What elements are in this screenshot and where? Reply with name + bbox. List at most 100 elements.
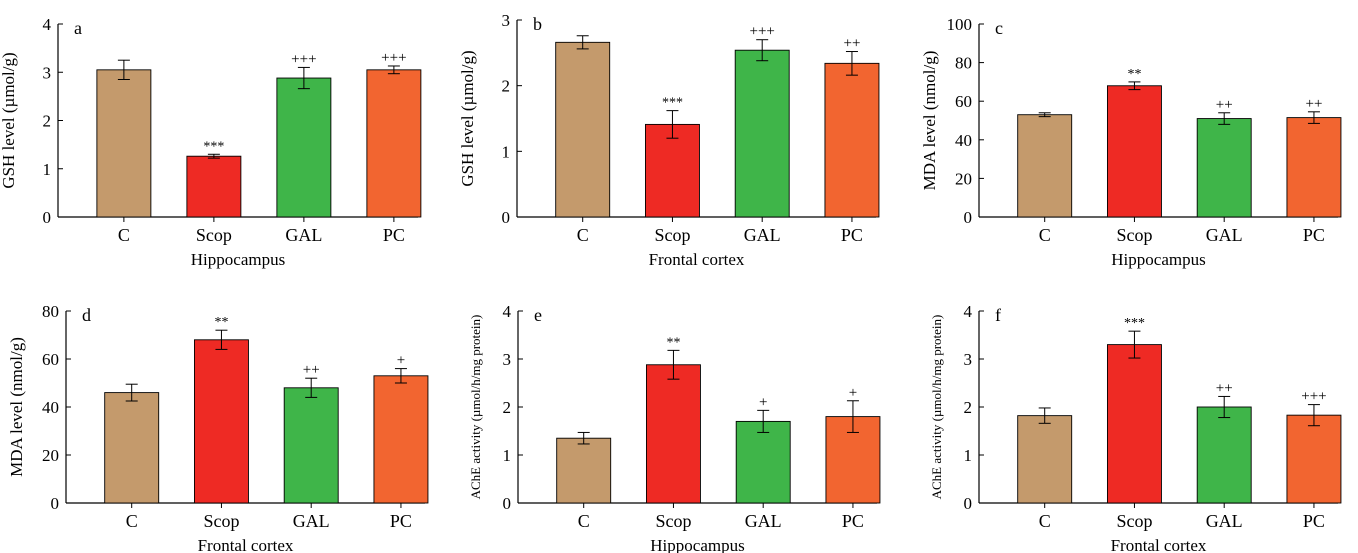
panel-letter: e [534,305,542,325]
x-axis-label: Frontal cortex [649,250,745,269]
x-tick-label: PC [383,225,405,245]
bar-c [556,437,612,504]
y-axis-label: GSH level (µmol/g) [458,50,477,186]
panel-letter: c [995,18,1003,38]
y-tick-label: 60 [42,350,59,369]
significance-label: *** [1124,316,1145,331]
panel-letter: b [533,14,542,34]
x-axis-label: Frontal cortex [1111,536,1207,553]
panel-letter: f [995,305,1001,325]
y-axis-label: AChE activity (µmol/h/mg protein) [468,315,483,500]
x-tick-label: C [1039,225,1051,245]
y-tick-label: 60 [955,92,972,111]
y-tick-label: 4 [503,302,512,321]
bar-gal [283,387,339,504]
panel-e: e 0 1 2 3 4 AChE activity (µmol/h/mg protein) C… [468,302,881,553]
y-tick-label: 20 [42,446,59,465]
bar-gal [276,77,332,218]
x-axis-label: Frontal cortex [198,536,294,553]
significance-label: *** [662,96,683,111]
x-tick-label: GAL [293,511,330,531]
bar-scop [1106,344,1162,504]
y-tick-label: 4 [964,302,973,321]
panel-f: f 0 1 2 3 4 AChE activity (µmol/h/mg protein) C… [929,302,1342,553]
significance-label: *** [203,139,224,154]
x-tick-label: C [126,511,138,531]
y-tick-label: 0 [503,494,512,513]
x-tick-label: C [578,511,590,531]
significance-label: +++ [291,51,316,67]
significance-label: ** [1127,67,1141,82]
y-tick-label: 3 [43,63,52,82]
x-tick-label: PC [1303,225,1325,245]
significance-label: + [759,394,767,410]
bar-pc [1286,414,1342,504]
panel-b: b 0 1 2 3 GSH level (µmol/g) C Scop *** GAL +++ PC +… [458,11,880,269]
significance-label: +++ [1301,389,1326,405]
y-tick-label: 40 [955,131,972,150]
x-axis-label: Hippocampus [1111,250,1205,269]
panel-letter: d [82,305,91,325]
y-tick-label: 2 [964,398,973,417]
x-tick-label: PC [1303,511,1325,531]
x-tick-label: GAL [285,225,322,245]
x-tick-label: C [1039,511,1051,531]
y-axis-label: AChE activity (µmol/h/mg protein) [929,315,944,500]
bar-c [555,41,611,218]
significance-label: + [849,385,857,401]
panel-letter: a [74,18,82,38]
bar-scop [186,155,242,218]
x-tick-label: Scop [203,511,239,531]
x-tick-label: GAL [745,511,782,531]
bar-scop [645,364,701,504]
panel-c: c 0 20 40 60 80 100 MDA level (nmol/g) C Scop ** GA… [920,15,1342,269]
x-tick-label: GAL [744,225,781,245]
y-tick-label: 3 [964,350,973,369]
significance-label: ** [214,315,228,330]
panel-a: a 0 1 2 3 4 GSH level (µmol/g) C Scop *** GAL +++ PC… [0,15,422,269]
y-tick-label: 100 [947,15,973,34]
bar-gal [734,49,790,218]
y-tick-label: 3 [502,11,511,30]
y-tick-label: 1 [43,160,52,179]
x-tick-label: Scop [655,511,691,531]
x-tick-label: C [118,225,130,245]
y-tick-label: 0 [964,494,973,513]
x-tick-label: Scop [1116,511,1152,531]
x-tick-label: Scop [1116,225,1152,245]
x-tick-label: PC [842,511,864,531]
y-tick-label: 0 [964,208,973,227]
y-tick-label: 80 [955,54,972,73]
significance-label: ++ [303,362,320,378]
y-tick-label: 1 [964,446,973,465]
significance-label: ++ [843,36,860,52]
y-tick-label: 2 [43,112,52,131]
bar-scop [1106,85,1162,218]
x-tick-label: PC [841,225,863,245]
significance-label: ** [666,335,680,350]
bar-pc [1286,117,1342,218]
bar-scop [193,339,249,504]
bar-gal [735,420,791,504]
significance-label: + [397,353,405,369]
y-tick-label: 1 [502,142,511,161]
y-tick-label: 20 [955,169,972,188]
bar-pc [373,375,429,504]
y-axis-label: GSH level (µmol/g) [0,52,18,188]
y-tick-label: 2 [502,77,511,96]
x-tick-label: Scop [196,225,232,245]
bar-c [104,392,160,504]
bar-c [1017,415,1073,504]
y-tick-label: 40 [42,398,59,417]
bar-c [96,69,152,218]
y-tick-label: 0 [502,208,511,227]
significance-label: ++ [1216,380,1233,396]
x-tick-label: Scop [654,225,690,245]
y-tick-label: 0 [43,208,52,227]
significance-label: +++ [381,50,406,66]
x-axis-label: Hippocampus [191,250,285,269]
significance-label: ++ [1305,96,1322,112]
y-tick-label: 4 [43,15,52,34]
